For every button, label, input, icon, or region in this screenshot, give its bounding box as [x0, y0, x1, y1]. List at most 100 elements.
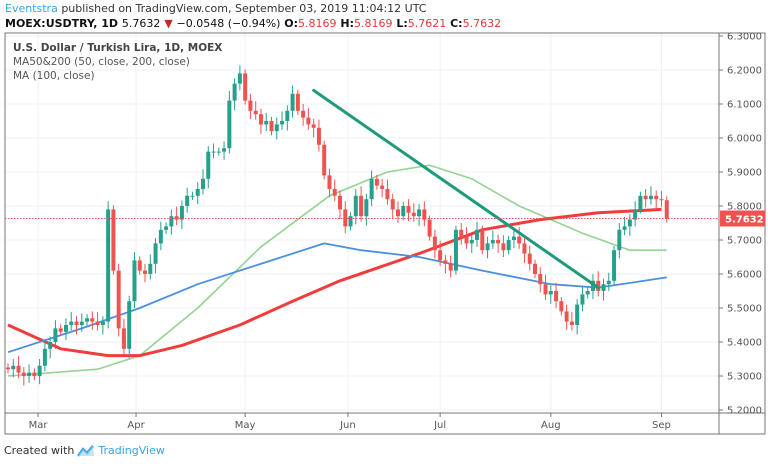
symbol-info: MOEX:USDTRY, 1D 5.7632 ▼ −0.0548 (−0.94%…	[5, 17, 501, 30]
candle-body	[627, 219, 632, 227]
candle-body	[622, 226, 627, 230]
candle-body	[232, 83, 237, 101]
time-tick-label: Apr	[127, 420, 145, 431]
legend-ma50-200: MA50&200 (50, close, 200, close)	[13, 56, 190, 68]
last-price-label: 5.7632	[725, 215, 764, 226]
candle-body	[485, 243, 490, 251]
candle-body	[169, 216, 174, 227]
tradingview-link[interactable]: TradingView	[98, 444, 165, 457]
candle-body	[601, 284, 606, 291]
candle-body	[590, 280, 595, 291]
candle-body	[469, 240, 474, 244]
chart-legend: U.S. Dollar / Turkish Lira, 1D, MOEX MA5…	[13, 41, 222, 83]
candle-body	[32, 372, 37, 376]
candle-body	[21, 372, 26, 376]
candle-body	[332, 189, 337, 196]
candle-body	[359, 195, 364, 217]
time-tick-label: Jul	[433, 420, 446, 431]
candle-body	[432, 236, 437, 251]
last-price: 5.7632	[121, 17, 161, 30]
candle-body	[311, 124, 316, 128]
candle-body	[511, 236, 516, 240]
legend-title: U.S. Dollar / Turkish Lira, 1D, MOEX	[13, 42, 223, 54]
candle-body	[496, 240, 501, 244]
candle-body	[53, 328, 58, 342]
last-price-badge	[720, 210, 765, 227]
candle-body	[543, 284, 548, 295]
close-value: 5.7632	[462, 17, 502, 30]
candle-body	[158, 229, 163, 244]
candle-body	[617, 229, 622, 251]
price-tick-label: 5.4000	[727, 338, 762, 349]
candle-body	[37, 365, 42, 376]
candle-body	[438, 250, 443, 261]
candle-body	[69, 321, 74, 325]
candle-body	[200, 178, 205, 189]
candle-body	[280, 121, 285, 125]
candle-body	[374, 178, 379, 186]
candle-body	[127, 301, 132, 349]
price-tick-label: 5.3000	[727, 372, 762, 383]
candle-body	[490, 240, 495, 244]
candle-body	[106, 209, 111, 322]
published-text: published on TradingView.com, September …	[61, 2, 427, 15]
candle-body	[285, 110, 290, 121]
price-tick-label: 6.1000	[727, 100, 762, 111]
candle-body	[116, 270, 121, 329]
candle-body	[290, 93, 295, 111]
candle-body	[85, 318, 90, 322]
candle-body	[258, 114, 263, 125]
candle-body	[74, 321, 79, 325]
open-label: O:	[284, 17, 299, 30]
time-tick-label: Jun	[339, 420, 356, 431]
candle-body	[100, 321, 105, 325]
candle-body	[406, 206, 411, 213]
candle-body	[269, 121, 274, 132]
chart-frame	[4, 32, 766, 435]
ma200-line	[7, 207, 662, 358]
change: −0.0548 (−0.94%)	[176, 17, 281, 30]
open-value: 5.8169	[298, 17, 337, 30]
tradingview-logo-icon	[77, 444, 95, 457]
created-with-text: Created with	[4, 444, 75, 457]
candle-body	[306, 117, 311, 125]
down-arrow-icon: ▼	[164, 17, 173, 30]
candle-body	[27, 372, 32, 376]
candle-body	[548, 291, 553, 295]
candle-body	[569, 321, 574, 325]
footer: Created with TradingView	[4, 444, 165, 457]
close-label: C:	[450, 17, 463, 30]
candle-body	[211, 151, 216, 153]
time-tick-label: Mar	[29, 420, 49, 431]
candle-body	[390, 199, 395, 210]
candle-body	[6, 367, 10, 370]
price-tick-label: 6.3000	[727, 32, 762, 43]
high-value: 5.8169	[354, 17, 393, 30]
candle-body	[148, 263, 153, 274]
candle-body	[401, 206, 406, 217]
candle-body	[132, 260, 137, 302]
candle-body	[79, 321, 84, 325]
candle-body	[16, 365, 21, 373]
candle-body	[179, 206, 184, 220]
author-link[interactable]: Eventstra	[5, 2, 58, 15]
candle-body	[443, 260, 448, 264]
candle-body	[395, 209, 400, 217]
price-tick-label: 5.8000	[727, 202, 762, 213]
legend-ma100: MA (100, close)	[13, 70, 95, 82]
candle-body	[164, 226, 169, 230]
candle-body	[322, 144, 327, 176]
candle-body	[417, 209, 422, 217]
candle-body	[554, 291, 559, 302]
candle-body	[295, 93, 300, 111]
candle-body	[517, 236, 522, 244]
price-tick-label: 5.7000	[727, 236, 762, 247]
candle-body	[654, 195, 659, 200]
candle-body	[143, 270, 148, 274]
candle-body	[506, 240, 511, 251]
price-tick-label: 6.2000	[727, 66, 762, 77]
candle-body	[253, 110, 258, 115]
high-label: H:	[340, 17, 354, 30]
candle-body	[222, 148, 227, 152]
